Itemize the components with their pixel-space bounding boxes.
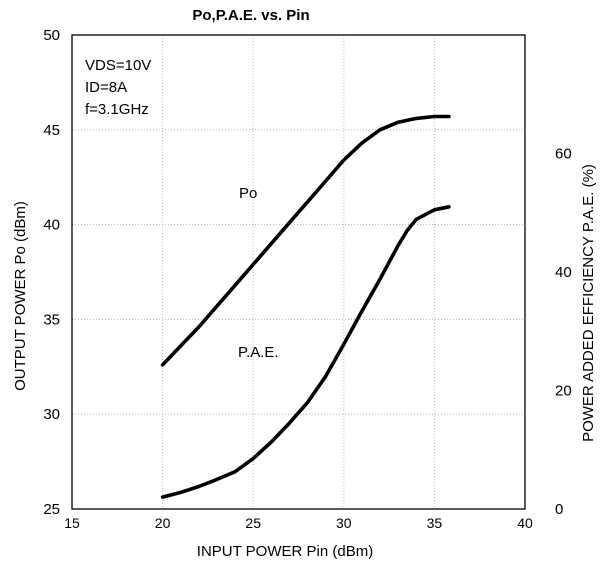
series-label-pae: P.A.E. [238, 344, 279, 361]
series-line-pae [160, 205, 451, 499]
x-axis-label: INPUT POWER Pin (dBm) [197, 543, 373, 560]
x-axis-ticks: 15 20 25 30 35 40 [64, 515, 533, 531]
y2-tick-label: 0 [555, 501, 563, 518]
y2-tick-label: 60 [555, 146, 572, 163]
grid [72, 35, 525, 509]
x-tick-label: 15 [64, 515, 80, 531]
y2-axis-label: POWER ADDED EFFICIENCY P.A.E. (%) [580, 164, 597, 442]
series-lines [160, 114, 451, 499]
y2-axis-ticks: 0 20 40 60 [555, 146, 572, 519]
y2-tick-label: 20 [555, 383, 572, 400]
y-tick-label: 40 [43, 217, 60, 234]
y-tick-label: 30 [43, 406, 60, 423]
y-tick-label: 35 [43, 311, 60, 328]
series-label-po: Po [239, 185, 257, 202]
series-line-po [160, 114, 451, 367]
chart-title: Po,P.A.E. vs. Pin [192, 7, 309, 24]
x-tick-label: 25 [245, 515, 261, 531]
y2-tick-label: 40 [555, 264, 572, 281]
y-tick-label: 25 [43, 501, 60, 518]
x-tick-label: 40 [517, 515, 533, 531]
annotation-freq: f=3.1GHz [85, 101, 149, 118]
x-tick-label: 35 [427, 515, 443, 531]
y-tick-label: 45 [43, 122, 60, 139]
plot-frame [71, 34, 526, 510]
x-tick-label: 20 [155, 515, 171, 531]
y-axis-label: OUTPUT POWER Po (dBm) [12, 201, 29, 391]
annotation-vds: VDS=10V [85, 57, 151, 74]
x-tick-label: 30 [336, 515, 352, 531]
y-tick-label: 50 [43, 27, 60, 44]
annotation-id: ID=8A [85, 79, 127, 96]
y-axis-ticks: 25 30 35 40 45 50 [43, 27, 60, 518]
